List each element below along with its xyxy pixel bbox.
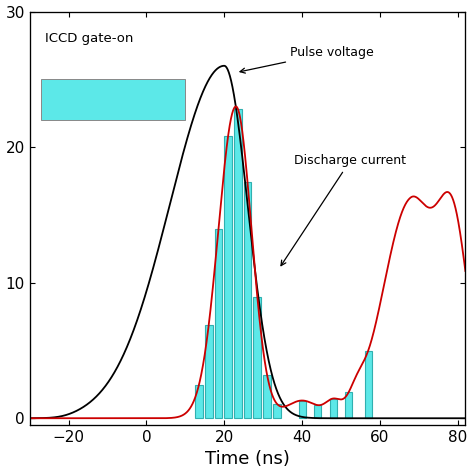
Bar [224, 136, 232, 418]
Bar [234, 109, 242, 418]
Bar [195, 384, 203, 418]
Bar [299, 401, 306, 418]
Bar [254, 297, 261, 418]
Bar [345, 392, 352, 418]
Bar [41, 79, 185, 120]
Bar [244, 182, 252, 418]
Text: Discharge current: Discharge current [281, 154, 406, 265]
Text: Pulse voltage: Pulse voltage [240, 46, 374, 73]
Bar [329, 399, 337, 418]
Bar [273, 403, 281, 418]
X-axis label: Time (ns): Time (ns) [205, 450, 290, 468]
Bar [314, 405, 321, 418]
Bar [205, 325, 212, 418]
Text: ICCD gate-on: ICCD gate-on [46, 32, 134, 45]
Bar [263, 375, 271, 418]
Bar [215, 229, 222, 418]
Bar [365, 351, 372, 418]
